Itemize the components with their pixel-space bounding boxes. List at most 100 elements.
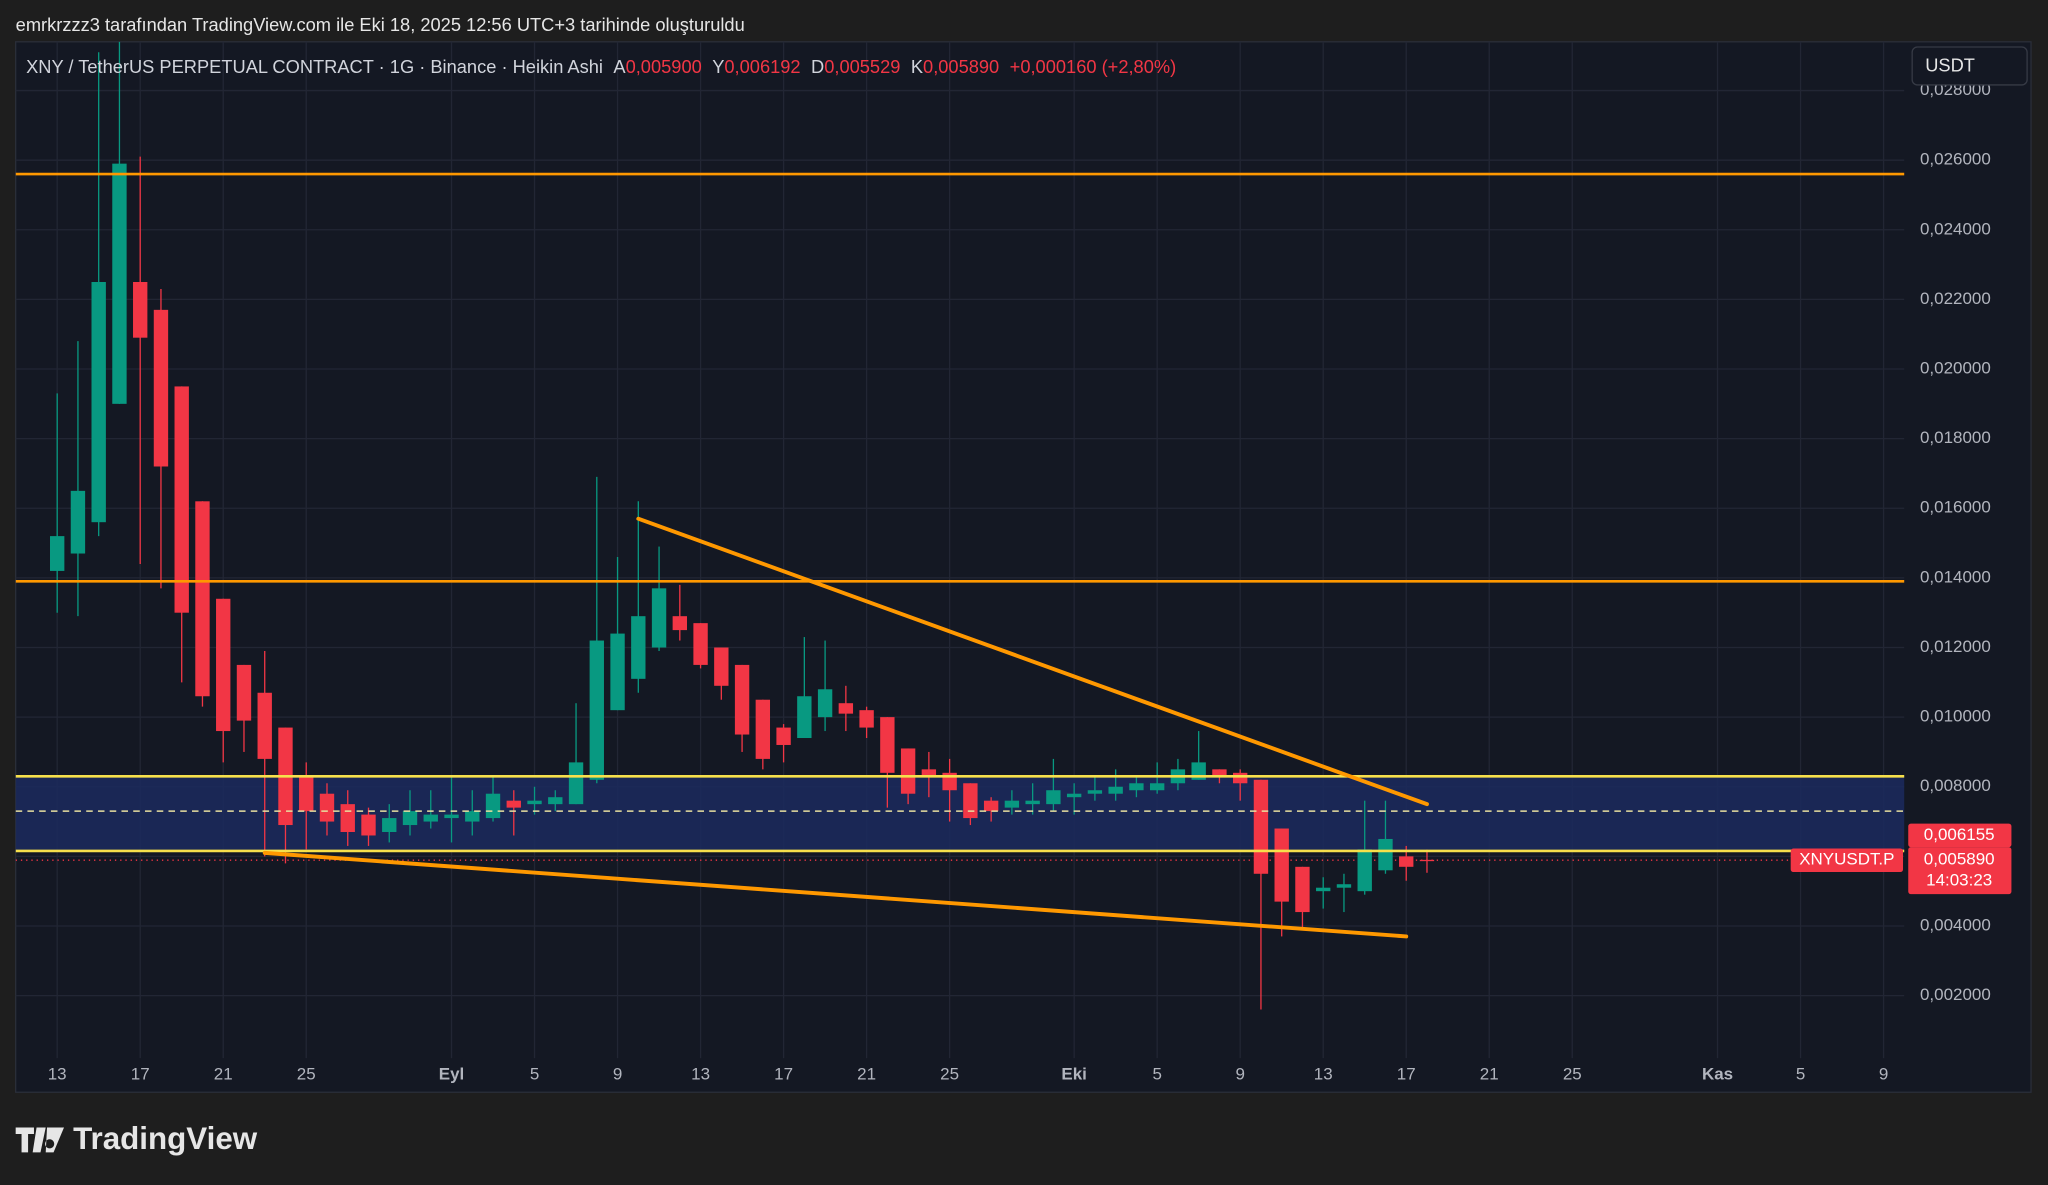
candle-body bbox=[859, 710, 874, 728]
y-tick-label: 0,024000 bbox=[1920, 219, 1991, 238]
candle-body bbox=[921, 769, 937, 777]
currency-label[interactable]: USDT bbox=[1925, 54, 1975, 75]
x-tick-label: 25 bbox=[297, 1065, 316, 1084]
candle-body bbox=[589, 640, 604, 780]
legend-change: +0,000160 (+2,80%) bbox=[1010, 56, 1177, 77]
brand-logo bbox=[15, 1127, 64, 1153]
chart-layer: 0,0020000,0040000,0060000,0080000,010000… bbox=[15, 41, 2012, 1084]
y-tick-label: 0,020000 bbox=[1920, 359, 1991, 378]
candle-body bbox=[963, 783, 978, 819]
y-tick-label: 0,022000 bbox=[1920, 289, 1991, 308]
y-tick-label: 0,018000 bbox=[1920, 428, 1991, 447]
candle-body bbox=[91, 281, 106, 523]
candle-body bbox=[174, 386, 189, 613]
x-tick-label: Kas bbox=[1702, 1065, 1733, 1084]
zone bbox=[15, 776, 1905, 851]
candle-body bbox=[299, 776, 314, 812]
candle-body bbox=[1046, 790, 1061, 805]
x-tick-label: 21 bbox=[214, 1065, 233, 1084]
candle-body bbox=[382, 818, 397, 833]
candle-body bbox=[1378, 838, 1393, 871]
x-tick-label: 9 bbox=[1235, 1065, 1244, 1084]
candle-body bbox=[693, 623, 708, 665]
x-tick-label: 21 bbox=[857, 1065, 876, 1084]
x-tick-label: 5 bbox=[1796, 1065, 1805, 1084]
y-tick-label: 0,014000 bbox=[1920, 567, 1991, 586]
last-price-box bbox=[1908, 847, 2012, 895]
candle-body bbox=[112, 163, 127, 404]
candle-body bbox=[983, 800, 999, 812]
candle-body bbox=[1025, 800, 1040, 805]
credit: emrkrzzz3 tarafından TradingView.com ile… bbox=[16, 14, 745, 35]
candle-body bbox=[236, 664, 252, 721]
legend-value: 0,005890 bbox=[923, 56, 999, 77]
candle-body bbox=[1087, 790, 1103, 794]
candle-body bbox=[506, 800, 521, 808]
candle-body bbox=[672, 616, 687, 631]
candle-body bbox=[70, 490, 86, 554]
candle-body bbox=[776, 727, 791, 745]
last-price-label: 0,005890 bbox=[1924, 850, 1995, 869]
x-tick-label: Eyl bbox=[439, 1065, 464, 1084]
y-tick-label: 0,008000 bbox=[1920, 776, 1991, 795]
candle-body bbox=[734, 664, 750, 735]
candle-body bbox=[133, 281, 148, 338]
candle-body bbox=[402, 811, 418, 826]
x-tick-label: 17 bbox=[1397, 1065, 1416, 1084]
legend-key: A bbox=[613, 56, 626, 77]
x-tick-label: 13 bbox=[48, 1065, 67, 1084]
legend-title: XNY / TetherUS PERPETUAL CONTRACT · 1G ·… bbox=[26, 56, 603, 77]
candle-body bbox=[444, 814, 459, 819]
candle-body bbox=[1316, 887, 1331, 892]
level-price-box bbox=[1908, 823, 2012, 848]
x-tick-label: 25 bbox=[940, 1065, 959, 1084]
candle-body bbox=[257, 692, 272, 759]
candle-body bbox=[1212, 769, 1227, 777]
candle-body bbox=[1419, 859, 1435, 862]
candle-body bbox=[797, 696, 812, 739]
logo-icon bbox=[15, 1127, 64, 1153]
legend-key: D bbox=[811, 56, 824, 77]
trend-line bbox=[262, 850, 1409, 939]
legend-value: 0,006192 bbox=[724, 56, 800, 77]
candle-body bbox=[195, 501, 210, 697]
level-price-label: 0,006155 bbox=[1924, 825, 1995, 844]
candle-body bbox=[548, 797, 563, 805]
candle-body bbox=[1233, 772, 1248, 784]
candle-body bbox=[340, 804, 355, 833]
y-tick-label: 0,016000 bbox=[1920, 498, 1991, 517]
symbol-label: XNYUSDT.P bbox=[1799, 850, 1894, 869]
x-tick-label: Eki bbox=[1061, 1065, 1086, 1084]
legend-key: K bbox=[911, 56, 923, 77]
candle-body bbox=[1357, 849, 1372, 892]
candle-body bbox=[838, 703, 854, 714]
currency-button[interactable] bbox=[1911, 46, 2028, 86]
candle-body bbox=[1253, 779, 1269, 874]
legend-value: 0,005900 bbox=[626, 56, 702, 77]
legend-value: 0,005529 bbox=[824, 56, 900, 77]
candle-body bbox=[1274, 828, 1289, 902]
candle-body bbox=[361, 814, 376, 836]
x-tick-label: 21 bbox=[1480, 1065, 1499, 1084]
candle-body bbox=[900, 748, 916, 794]
candle-body bbox=[1129, 783, 1144, 791]
candle-body bbox=[631, 616, 646, 679]
y-tick-label: 0,010000 bbox=[1920, 707, 1991, 726]
x-tick-label: 13 bbox=[1314, 1065, 1333, 1084]
candle-body bbox=[319, 793, 335, 822]
candle-body bbox=[1108, 786, 1123, 794]
y-tick-label: 0,002000 bbox=[1920, 985, 1991, 1004]
x-tick-label: 17 bbox=[131, 1065, 150, 1084]
countdown: 14:03:23 bbox=[1926, 871, 1992, 890]
x-tick-label: 9 bbox=[613, 1065, 622, 1084]
plot bbox=[15, 41, 1905, 1059]
candle-body bbox=[1295, 866, 1310, 913]
candle-body bbox=[1399, 856, 1414, 867]
candle-body bbox=[610, 633, 625, 711]
candle-body bbox=[1149, 783, 1165, 791]
candle-body bbox=[1336, 884, 1352, 888]
x-tick-label: 9 bbox=[1879, 1065, 1888, 1084]
candle-body bbox=[1066, 793, 1082, 798]
candle-body bbox=[49, 536, 65, 571]
